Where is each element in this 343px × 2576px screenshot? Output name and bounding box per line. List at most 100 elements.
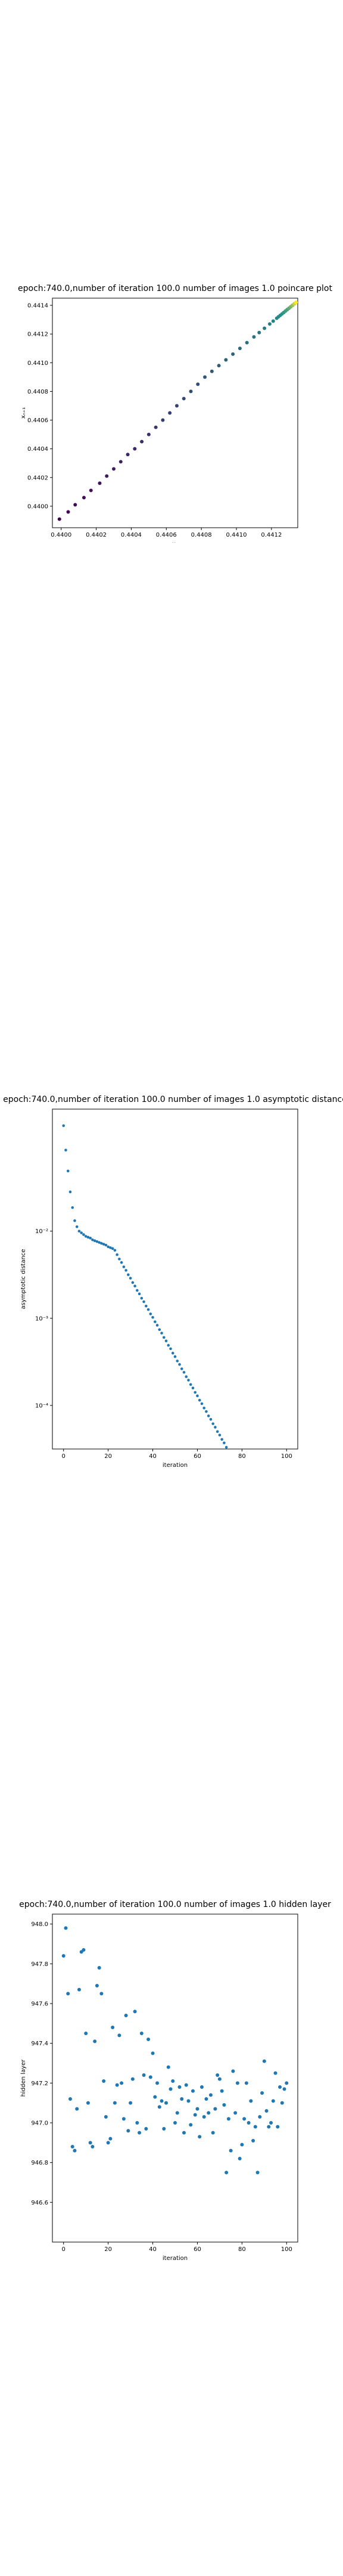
data-point: [84, 2032, 88, 2035]
data-point: [191, 2089, 195, 2093]
data-point: [135, 2121, 139, 2125]
data-point: [114, 1249, 117, 1252]
data-point: [198, 2135, 201, 2138]
data-point: [200, 2085, 204, 2089]
data-point: [164, 2101, 168, 2105]
data-point: [158, 2105, 161, 2109]
data-point: [211, 2131, 215, 2135]
data-point: [180, 2097, 183, 2101]
chart-title: epoch:740.0,number of iteration 100.0 nu…: [19, 1900, 331, 1909]
x-tick-label: 0.4410: [226, 532, 247, 538]
y-tick-label: 0.4404: [27, 446, 48, 453]
data-point: [111, 1247, 114, 1250]
data-point: [167, 2066, 170, 2069]
data-point: [62, 1954, 66, 1958]
y-axis-label: asymptotic distance: [20, 1249, 27, 1309]
data-point: [224, 358, 227, 361]
data-point: [272, 320, 275, 323]
data-point: [160, 2099, 164, 2103]
data-point: [169, 2087, 173, 2091]
data-point: [198, 1399, 201, 1402]
data-point: [151, 2051, 155, 2055]
data-point: [189, 2123, 192, 2126]
data-point: [93, 2039, 96, 2043]
data-point: [201, 1402, 204, 1405]
data-point: [69, 1191, 72, 1194]
data-point: [105, 474, 108, 478]
data-point: [203, 375, 207, 379]
data-point: [124, 2014, 128, 2017]
data-point: [256, 2171, 260, 2174]
data-point: [294, 301, 298, 304]
x-tick-label: 0.4402: [86, 532, 107, 538]
x-tick-label: 20: [104, 1453, 112, 1460]
data-point: [82, 1233, 85, 1236]
data-point: [133, 1284, 136, 1287]
data-point: [175, 404, 179, 407]
data-point: [169, 1348, 172, 1351]
data-point: [238, 2157, 242, 2160]
data-point: [211, 1422, 214, 1425]
y-tick-label: 947.4: [31, 2041, 48, 2047]
y-tick-label: 0.4402: [27, 475, 48, 481]
data-point: [64, 1926, 67, 1930]
x-tick-label: 0.4400: [51, 532, 71, 538]
data-point: [124, 1269, 127, 1272]
data-point: [214, 1426, 217, 1429]
y-tick-label: 0.4414: [27, 303, 48, 309]
data-point: [73, 1219, 76, 1222]
data-point: [132, 1281, 135, 1284]
data-point: [229, 2149, 233, 2153]
data-point: [78, 1230, 81, 1233]
data-point: [82, 1948, 85, 1952]
data-point: [227, 2117, 230, 2120]
data-point: [187, 1379, 190, 1382]
data-point: [245, 341, 249, 345]
data-point: [263, 2060, 266, 2063]
data-point: [76, 1225, 79, 1228]
data-point: [158, 1328, 161, 1331]
data-point: [68, 2097, 72, 2101]
data-point: [147, 1308, 150, 1311]
data-point: [225, 1446, 228, 1449]
data-point: [242, 2117, 246, 2120]
data-point: [283, 2087, 286, 2091]
data-point: [140, 440, 144, 444]
data-point: [123, 1265, 126, 1268]
data-point: [91, 2145, 94, 2148]
data-point: [116, 2083, 119, 2087]
y-tick-label: 947.8: [31, 1961, 48, 1968]
data-point: [252, 335, 255, 339]
data-point: [67, 1169, 70, 1172]
data-point: [202, 2115, 206, 2119]
data-point: [98, 1966, 101, 1970]
data-point: [220, 2089, 224, 2093]
data-point: [258, 2115, 261, 2119]
data-point: [192, 1386, 195, 1389]
x-tick-label: 0.4406: [156, 532, 177, 538]
data-point: [75, 2107, 79, 2111]
data-point: [216, 2073, 219, 2077]
y-tick-label: 947.0: [31, 2120, 48, 2127]
data-point: [205, 1410, 208, 1413]
x-tick-label: 0.4404: [121, 532, 142, 538]
data-point: [113, 2101, 117, 2105]
data-point: [71, 1206, 74, 1209]
data-point: [263, 327, 266, 330]
data-point: [210, 370, 214, 373]
data-point: [66, 1992, 70, 1995]
data-point: [77, 1988, 81, 1992]
data-point: [274, 2072, 277, 2075]
data-point: [126, 2129, 130, 2132]
data-point: [196, 1395, 199, 1398]
data-point: [80, 1231, 83, 1234]
y-tick-label: 948.0: [31, 1921, 48, 1928]
data-point: [254, 2125, 257, 2129]
data-point: [64, 1148, 67, 1151]
data-point: [268, 322, 272, 326]
data-point: [177, 2085, 181, 2089]
data-point: [189, 389, 192, 393]
data-point: [117, 2033, 121, 2037]
data-point: [207, 1414, 210, 1417]
data-point: [210, 1418, 213, 1421]
